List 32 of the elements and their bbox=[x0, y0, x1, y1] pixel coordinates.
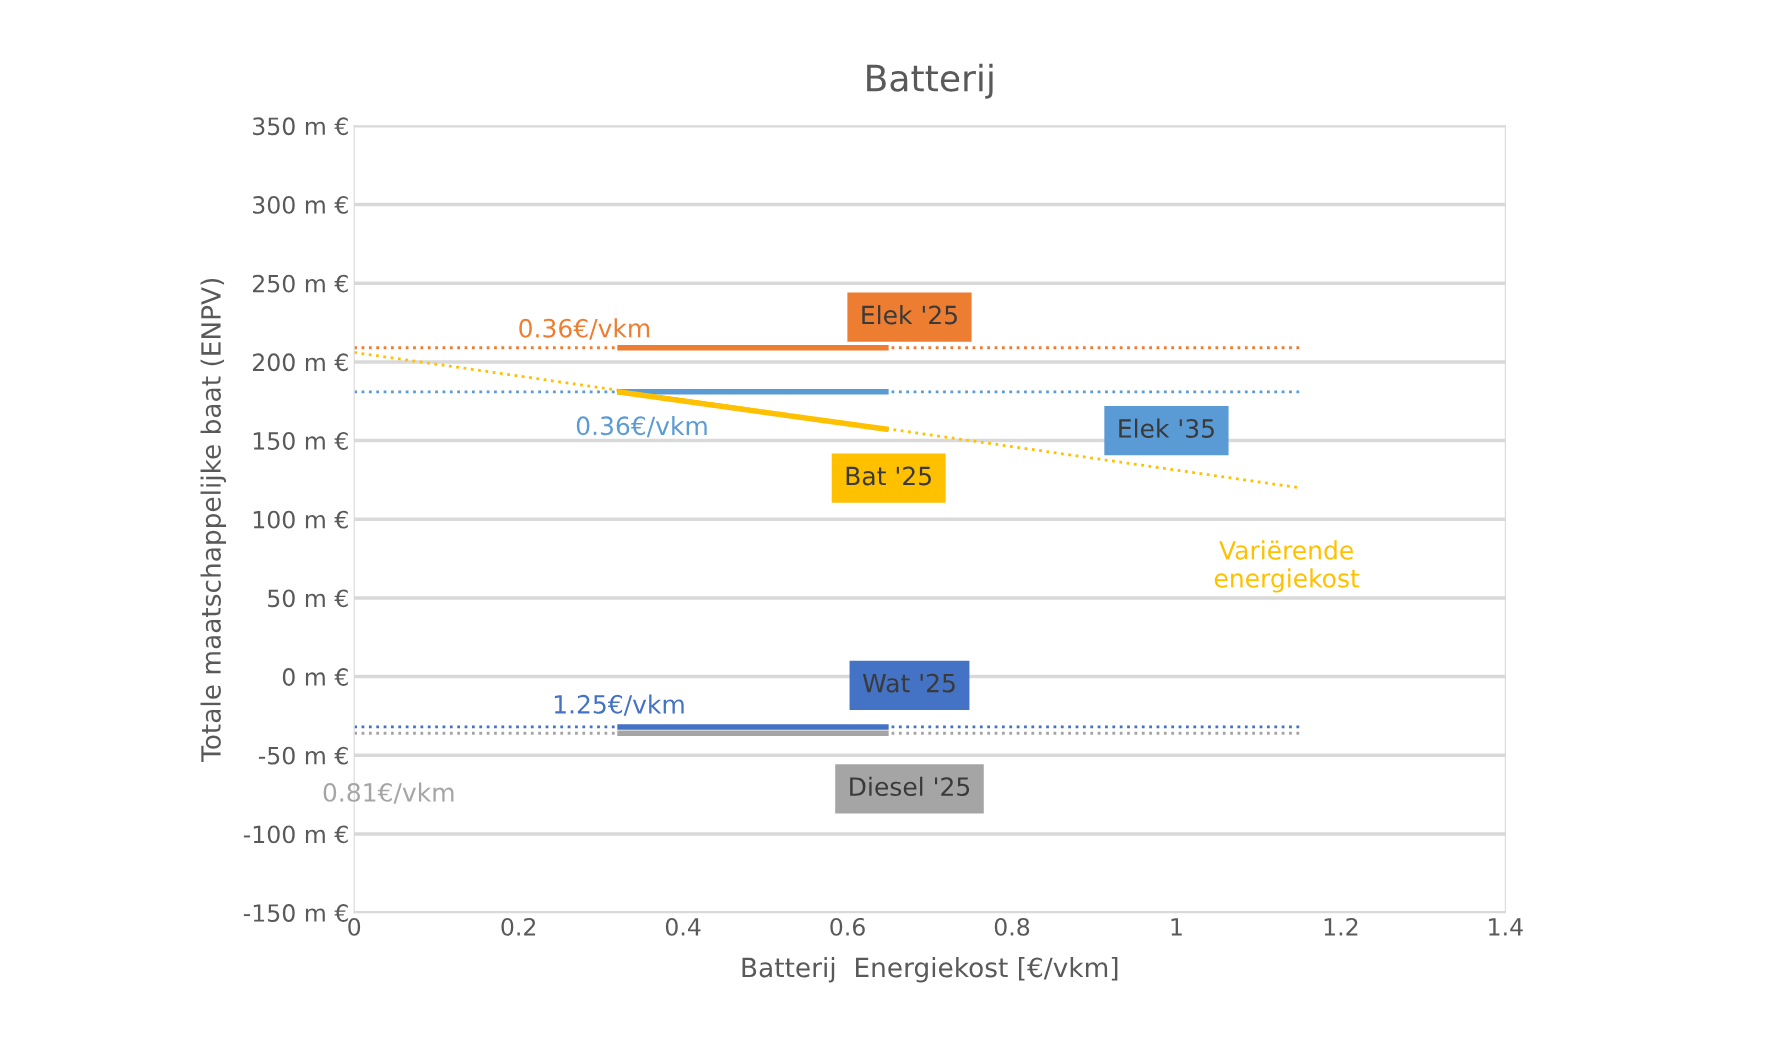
x-tick-label: 1 bbox=[1171, 918, 1182, 936]
y-tick-label: 50 m € bbox=[268, 589, 348, 608]
series-label: Bat '25 bbox=[846, 466, 931, 486]
chart-title: Batterij bbox=[867, 63, 993, 99]
y-tick-label: 350 m € bbox=[253, 117, 348, 136]
x-tick-label: 0.4 bbox=[665, 917, 701, 936]
annotation: 0.81€/vkm bbox=[323, 782, 454, 804]
y-tick-label: 300 m € bbox=[253, 196, 348, 214]
series-label: Diesel '25 bbox=[850, 776, 970, 797]
y-tick-label: -100 m € bbox=[243, 825, 348, 844]
y-axis-title: Totale maatschappelijke baat (ENPV) bbox=[200, 278, 227, 762]
annotation: Variërende energiekost bbox=[1214, 540, 1360, 593]
x-axis-title: Batterij Energiekost [€/vkm] bbox=[742, 957, 1118, 983]
y-tick-label: 150 m € bbox=[253, 432, 348, 450]
y-tick-label: 250 m € bbox=[252, 274, 348, 293]
x-tick-label: 0.8 bbox=[994, 917, 1030, 936]
series-label: Wat '25 bbox=[862, 673, 955, 693]
series-label: Elek '25 bbox=[862, 305, 957, 325]
x-tick-label: 0.6 bbox=[830, 917, 865, 936]
x-tick-label: 1.4 bbox=[1489, 918, 1523, 936]
annotation: 1.25€/vkm bbox=[554, 694, 684, 716]
y-tick-label: 200 m € bbox=[252, 353, 348, 372]
y-tick-label: 100 m € bbox=[253, 510, 348, 529]
y-tick-label: 0 m € bbox=[282, 668, 348, 686]
text: Elek '35 bbox=[1119, 418, 1214, 438]
y-tick-label: -150 m € bbox=[243, 904, 348, 922]
annotation: 0.36€/vkm bbox=[576, 415, 707, 438]
annotation: 0.36€/vkm bbox=[519, 318, 650, 340]
x-tick-label: 1.2 bbox=[1324, 917, 1358, 936]
x-tick-label: 0.2 bbox=[501, 917, 536, 936]
x-tick-label: 0 bbox=[348, 917, 361, 936]
y-tick-label: -50 m € bbox=[258, 746, 348, 765]
